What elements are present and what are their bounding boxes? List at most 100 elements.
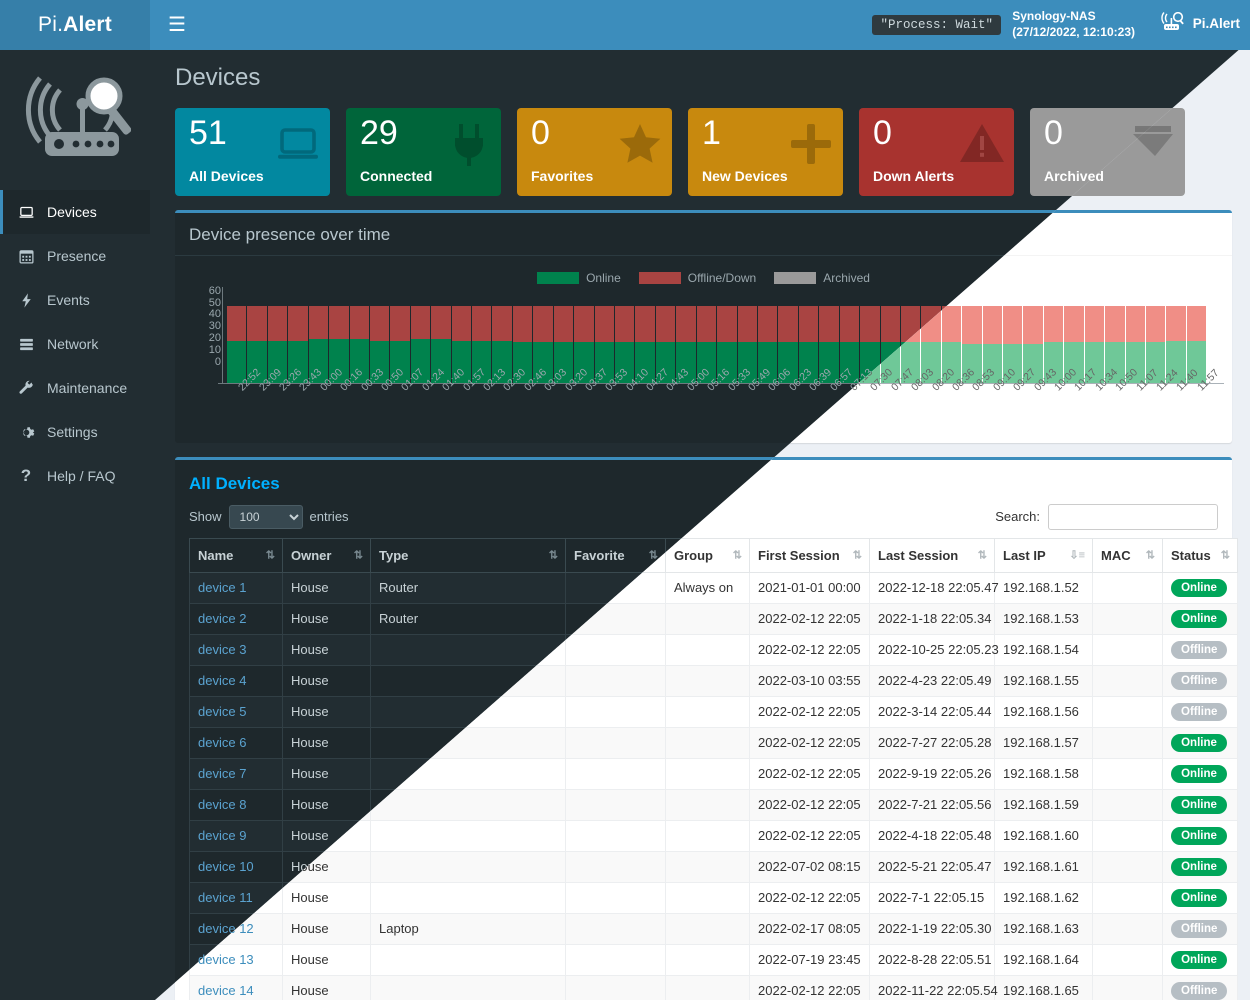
sidebar-item-help[interactable]: ? Help / FAQ [0, 454, 150, 498]
device-link[interactable]: device 2 [198, 611, 247, 627]
sort-desc-icon[interactable]: ⇩≡ [1069, 549, 1085, 562]
chart-bar[interactable] [308, 306, 329, 383]
chart-bar[interactable] [1186, 306, 1207, 383]
chart-bar[interactable] [594, 306, 615, 383]
chart-bar[interactable] [329, 306, 349, 383]
chart-bar[interactable] [574, 306, 594, 383]
chart-bar[interactable] [696, 306, 717, 383]
chart-bar[interactable] [553, 306, 574, 383]
device-link[interactable]: device 10 [198, 859, 254, 875]
chart-bar[interactable] [962, 306, 982, 383]
chart-bar[interactable] [615, 306, 635, 383]
col-owner[interactable]: Owner ⇅ [282, 537, 371, 573]
col-status[interactable]: Status ⇅ [1162, 537, 1238, 573]
col-name[interactable]: Name ⇅ [189, 537, 283, 573]
brand-logo[interactable]: Pi.Alert [0, 0, 150, 50]
card-new-devices[interactable]: 1 New Devices [688, 108, 843, 196]
sort-both-icon[interactable]: ⇅ [1145, 549, 1155, 562]
sort-both-icon[interactable]: ⇅ [548, 549, 558, 562]
chart-bar[interactable] [941, 306, 962, 383]
col-group[interactable]: Group ⇅ [665, 537, 750, 573]
device-link[interactable]: device 1 [198, 580, 247, 596]
chart-bar[interactable] [778, 306, 798, 383]
chart-bar[interactable] [451, 306, 472, 383]
sort-both-icon[interactable]: ⇅ [648, 549, 658, 562]
col-type[interactable]: Type ⇅ [370, 537, 566, 573]
device-link[interactable]: device 14 [198, 983, 254, 999]
sort-both-icon[interactable]: ⇅ [977, 549, 987, 562]
sort-both-icon[interactable]: ⇅ [353, 549, 363, 562]
chart-bar[interactable] [737, 306, 757, 383]
card-all-devices[interactable]: 51 All Devices [175, 108, 330, 196]
chart-bar[interactable] [533, 306, 553, 383]
chart-bar[interactable] [227, 306, 247, 383]
sort-both-icon[interactable]: ⇅ [265, 549, 275, 562]
chart-bar[interactable] [369, 306, 390, 383]
user-menu[interactable]: Pi.Alert [1160, 11, 1240, 35]
chart-bar[interactable] [410, 306, 431, 383]
chart-bar[interactable] [798, 306, 819, 383]
chart-bar[interactable] [267, 306, 288, 383]
table-row[interactable]: device 12HouseLaptop2022-02-17 08:052022… [189, 912, 1238, 945]
chart-bar[interactable] [860, 306, 880, 383]
chart-bar[interactable] [1166, 306, 1186, 383]
card-favorites[interactable]: 0 Favorites [517, 108, 672, 196]
entries-per-page-select[interactable]: 102550100 [228, 504, 303, 529]
chart-bar[interactable] [431, 306, 451, 383]
chart-bar[interactable] [839, 306, 860, 383]
device-link[interactable]: device 13 [198, 952, 254, 968]
hamburger-icon[interactable]: ☰ [168, 14, 186, 36]
col-last-ip[interactable]: Last IP ⇩≡ [994, 537, 1093, 573]
sort-both-icon[interactable]: ⇅ [1220, 549, 1230, 562]
col-last-session[interactable]: Last Session ⇅ [869, 537, 995, 573]
col-mac[interactable]: MAC ⇅ [1092, 537, 1163, 573]
chart-bar[interactable] [982, 306, 1003, 383]
device-link[interactable]: device 4 [198, 673, 247, 689]
sidebar-item-presence[interactable]: Presence [0, 234, 150, 278]
chart-bar[interactable] [1003, 306, 1023, 383]
table-row[interactable]: device 10House2022-07-02 08:152022-5-21 … [189, 850, 1238, 883]
sidebar-item-settings[interactable]: Settings [0, 410, 150, 454]
chart-bar[interactable] [492, 306, 512, 383]
device-link[interactable]: device 7 [198, 766, 247, 782]
device-link[interactable]: device 3 [198, 642, 247, 658]
chart-bar[interactable] [717, 306, 737, 383]
sidebar-item-maintenance[interactable]: Maintenance [0, 366, 150, 410]
chart-bar[interactable] [512, 306, 533, 383]
chart-bar[interactable] [1043, 306, 1064, 383]
col-first-session[interactable]: First Session ⇅ [749, 537, 870, 573]
card-down-alerts[interactable]: 0 Down Alerts [859, 108, 1014, 196]
chart-bar[interactable] [1125, 306, 1145, 383]
chart-bar[interactable] [1145, 306, 1166, 383]
device-link[interactable]: device 5 [198, 704, 247, 720]
chart-bar[interactable] [349, 306, 369, 383]
device-link[interactable]: device 6 [198, 735, 247, 751]
chart-bar[interactable] [655, 306, 676, 383]
sidebar-item-devices[interactable]: Devices [0, 190, 150, 234]
device-link[interactable]: device 8 [198, 797, 247, 813]
card-connected[interactable]: 29 Connected [346, 108, 501, 196]
chart-bar[interactable] [472, 306, 492, 383]
sort-both-icon[interactable]: ⇅ [732, 549, 742, 562]
chart-bar[interactable] [1023, 306, 1043, 383]
chart-bar[interactable] [757, 306, 778, 383]
chart-bar[interactable] [819, 306, 839, 383]
device-link[interactable]: device 11 [198, 890, 253, 906]
sidebar-item-events[interactable]: Events [0, 278, 150, 322]
chart-bar[interactable] [390, 306, 410, 383]
sort-both-icon[interactable]: ⇅ [852, 549, 862, 562]
chart-bar[interactable] [247, 306, 267, 383]
chart-bar[interactable] [288, 306, 308, 383]
sidebar-item-network[interactable]: Network [0, 322, 150, 366]
chart-bar[interactable] [1084, 306, 1105, 383]
chart-bar[interactable] [635, 306, 655, 383]
search-input[interactable] [1048, 503, 1218, 530]
device-link[interactable]: device 9 [198, 828, 247, 844]
chart-bar[interactable] [1105, 306, 1125, 383]
chart-bar[interactable] [1064, 306, 1084, 383]
